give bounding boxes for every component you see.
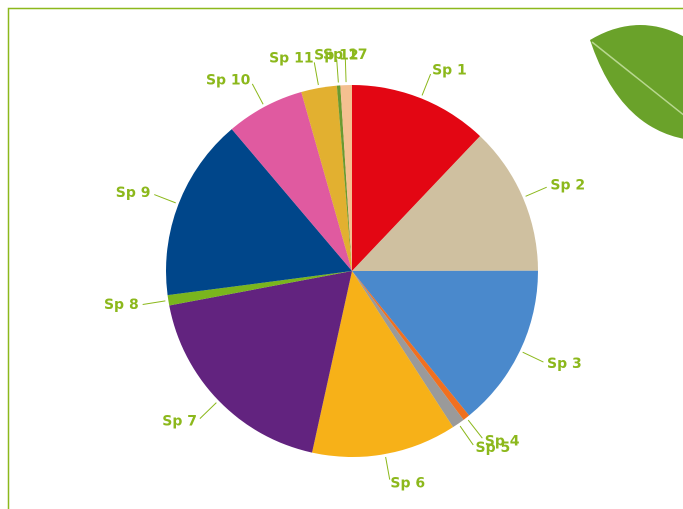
slice-label: Sp 10 [206, 72, 251, 88]
frame [7, 7, 683, 509]
slice-label: Sp 5 [476, 440, 511, 456]
pie-slice [169, 271, 352, 453]
leader-line [344, 59, 347, 83]
pie-slice [352, 136, 538, 271]
slice-label: Sp 8 [104, 297, 139, 313]
pie-slice [336, 85, 352, 271]
leaf-decoration [590, 25, 683, 139]
leader-line [421, 73, 432, 96]
leader-line [459, 425, 474, 446]
slice-label: Sp 4 [485, 433, 520, 449]
slice-label: Sp 7 [162, 413, 197, 429]
leader-line [467, 419, 483, 439]
pie-slice [166, 129, 352, 296]
slice-label: Sp 11 [269, 50, 313, 66]
leader-line [142, 300, 166, 305]
pie-slice [340, 85, 352, 271]
pie-slice [352, 270, 538, 416]
leader-line [199, 402, 217, 420]
pie-slice [312, 271, 454, 457]
leader-line [313, 62, 319, 86]
leader-line [385, 456, 391, 480]
slice-label: Sp 12 [314, 48, 358, 64]
leader-line [522, 351, 544, 363]
leader-line [525, 186, 547, 197]
leader-line [154, 194, 176, 204]
slice-label: Sp 6 [390, 476, 425, 492]
pie-slice [167, 271, 352, 306]
slice-label: Sp 9 [116, 185, 151, 201]
pie-slice [352, 271, 464, 428]
leader-line [336, 59, 339, 83]
slice-label: Sp 3 [547, 356, 582, 372]
slice-label: Sp 17 [323, 47, 367, 63]
pie-slice [231, 92, 352, 272]
slice-label: Sp 2 [550, 178, 585, 194]
pie-slice [352, 85, 481, 271]
pie-slice [352, 271, 470, 420]
pie-slice [301, 85, 352, 271]
slice-label: Sp 1 [432, 62, 467, 78]
leader-line [251, 83, 264, 105]
